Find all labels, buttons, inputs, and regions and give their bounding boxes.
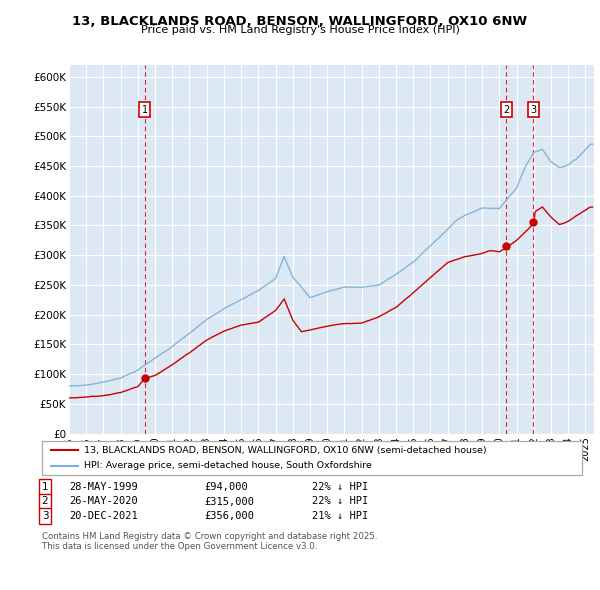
Text: Price paid vs. HM Land Registry's House Price Index (HPI): Price paid vs. HM Land Registry's House …: [140, 25, 460, 35]
Text: 21% ↓ HPI: 21% ↓ HPI: [312, 512, 368, 521]
Text: £356,000: £356,000: [204, 512, 254, 521]
Text: 3: 3: [530, 104, 536, 114]
Text: 13, BLACKLANDS ROAD, BENSON, WALLINGFORD, OX10 6NW: 13, BLACKLANDS ROAD, BENSON, WALLINGFORD…: [73, 15, 527, 28]
Text: 13, BLACKLANDS ROAD, BENSON, WALLINGFORD, OX10 6NW (semi-detached house): 13, BLACKLANDS ROAD, BENSON, WALLINGFORD…: [84, 445, 487, 455]
Text: 2: 2: [41, 497, 49, 506]
Text: This data is licensed under the Open Government Licence v3.0.: This data is licensed under the Open Gov…: [42, 542, 317, 550]
Text: 1: 1: [142, 104, 148, 114]
Text: 1: 1: [41, 482, 49, 491]
Text: 22% ↓ HPI: 22% ↓ HPI: [312, 482, 368, 491]
Text: 28-MAY-1999: 28-MAY-1999: [69, 482, 138, 491]
Text: 3: 3: [41, 512, 49, 521]
Text: Contains HM Land Registry data © Crown copyright and database right 2025.: Contains HM Land Registry data © Crown c…: [42, 532, 377, 541]
Text: £94,000: £94,000: [204, 482, 248, 491]
Text: 22% ↓ HPI: 22% ↓ HPI: [312, 497, 368, 506]
Text: 26-MAY-2020: 26-MAY-2020: [69, 497, 138, 506]
Text: HPI: Average price, semi-detached house, South Oxfordshire: HPI: Average price, semi-detached house,…: [84, 461, 372, 470]
Text: 20-DEC-2021: 20-DEC-2021: [69, 512, 138, 521]
Text: £315,000: £315,000: [204, 497, 254, 506]
Text: 2: 2: [503, 104, 509, 114]
